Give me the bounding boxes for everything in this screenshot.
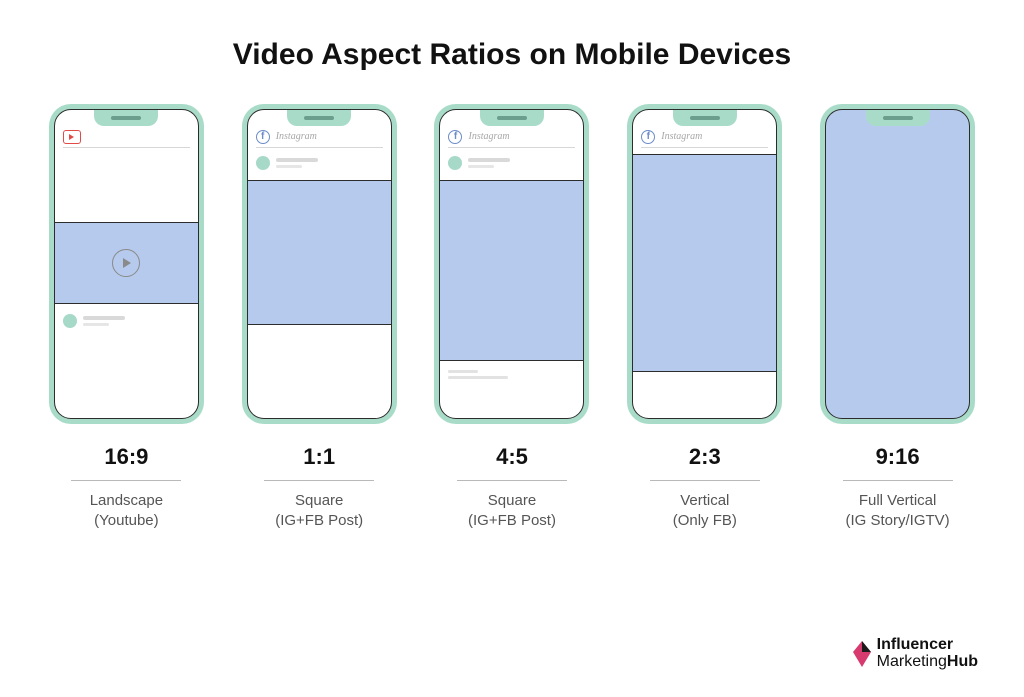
ratio-label: 1:1 bbox=[303, 444, 335, 470]
phone-screen: Instagram bbox=[247, 109, 392, 419]
phone-frame: Instagram bbox=[242, 104, 397, 424]
avatar-icon bbox=[63, 314, 77, 328]
divider bbox=[457, 480, 567, 481]
ratio-desc: Vertical(Only FB) bbox=[673, 491, 737, 532]
ratio-label: 16:9 bbox=[104, 444, 148, 470]
phone-notch bbox=[440, 110, 583, 126]
post-meta bbox=[448, 156, 575, 170]
video-area-1-1 bbox=[248, 180, 391, 325]
video-area-9-16 bbox=[825, 109, 970, 419]
ratio-desc: Full Vertical(IG Story/IGTV) bbox=[845, 491, 949, 532]
divider bbox=[264, 480, 374, 481]
play-icon bbox=[112, 249, 140, 277]
phone-landscape: 16:9 Landscape(Youtube) bbox=[44, 104, 209, 532]
instagram-label: Instagram bbox=[661, 131, 702, 142]
ratio-desc: Square(IG+FB Post) bbox=[275, 491, 363, 532]
facebook-icon bbox=[448, 130, 462, 144]
phone-notch bbox=[633, 110, 776, 126]
app-header-fb-ig: Instagram bbox=[448, 130, 575, 148]
video-area-4-5 bbox=[440, 180, 583, 361]
youtube-icon bbox=[63, 130, 81, 144]
avatar-icon bbox=[256, 156, 270, 170]
divider bbox=[71, 480, 181, 481]
phones-row: 16:9 Landscape(Youtube) Instagram 1:1 bbox=[0, 104, 1024, 532]
post-meta bbox=[63, 314, 190, 328]
phone-screen: Instagram bbox=[439, 109, 584, 419]
phone-square-1-1: Instagram 1:1 Square(IG+FB Post) bbox=[237, 104, 402, 532]
phone-screen: Instagram bbox=[632, 109, 777, 419]
avatar-icon bbox=[448, 156, 462, 170]
ratio-label: 2:3 bbox=[689, 444, 721, 470]
app-header-fb-ig: Instagram bbox=[641, 130, 768, 148]
facebook-icon bbox=[256, 130, 270, 144]
ratio-label: 4:5 bbox=[496, 444, 528, 470]
phone-full-vertical-9-16: 9:16 Full Vertical(IG Story/IGTV) bbox=[815, 104, 980, 532]
ratio-desc: Landscape(Youtube) bbox=[90, 491, 163, 532]
phone-frame: Instagram bbox=[434, 104, 589, 424]
phone-screen bbox=[54, 109, 199, 419]
phone-frame bbox=[820, 104, 975, 424]
divider bbox=[843, 480, 953, 481]
video-area-16-9 bbox=[55, 222, 198, 304]
phone-frame: Instagram bbox=[627, 104, 782, 424]
facebook-icon bbox=[641, 130, 655, 144]
video-area-2-3 bbox=[633, 154, 776, 372]
post-meta bbox=[256, 156, 383, 170]
caption-lines bbox=[448, 370, 575, 382]
logo-diamond-icon bbox=[851, 639, 873, 669]
ratio-label: 9:16 bbox=[876, 444, 920, 470]
phone-frame bbox=[49, 104, 204, 424]
divider bbox=[650, 480, 760, 481]
instagram-label: Instagram bbox=[276, 131, 317, 142]
app-header-fb-ig: Instagram bbox=[256, 130, 383, 148]
phone-notch bbox=[248, 110, 391, 126]
instagram-label: Instagram bbox=[468, 131, 509, 142]
phone-vertical-2-3: Instagram 2:3 Vertical(Only FB) bbox=[622, 104, 787, 532]
app-header-youtube bbox=[63, 130, 190, 148]
brand-text: Influencer MarketingHub bbox=[877, 637, 978, 671]
ratio-desc: Square(IG+FB Post) bbox=[468, 491, 556, 532]
phone-notch bbox=[55, 110, 198, 126]
brand-logo: Influencer MarketingHub bbox=[851, 637, 978, 671]
phone-square-4-5: Instagram 4:5 Square(IG+FB Post) bbox=[430, 104, 595, 532]
phone-notch bbox=[826, 110, 969, 126]
page-title: Video Aspect Ratios on Mobile Devices bbox=[0, 38, 1024, 72]
